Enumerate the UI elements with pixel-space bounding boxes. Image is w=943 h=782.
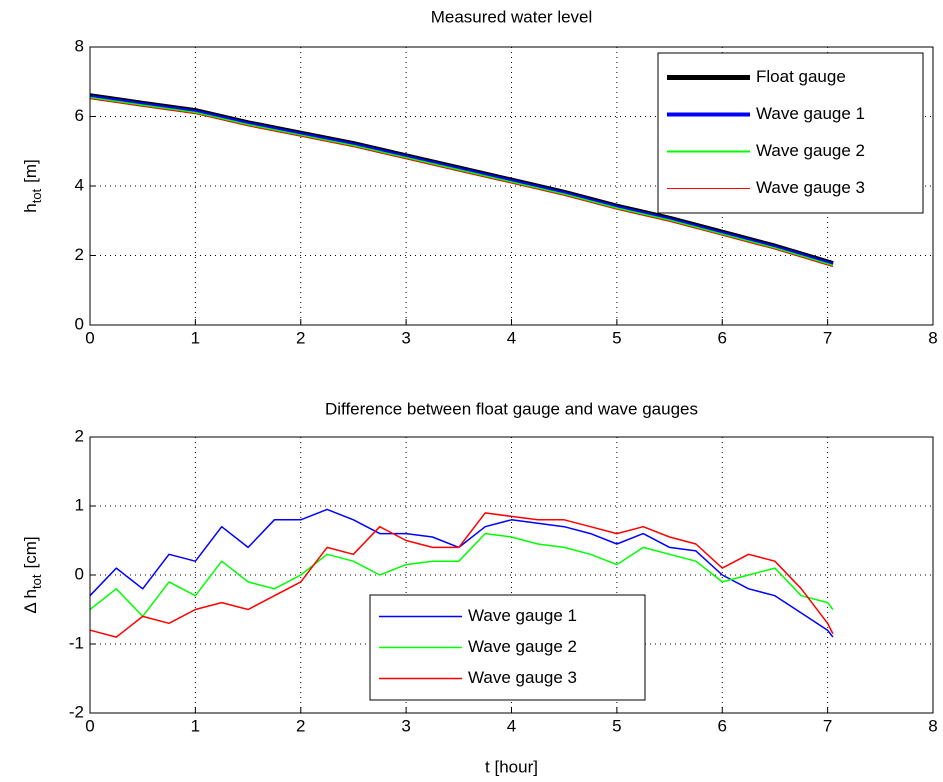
chart-title: Measured water level bbox=[431, 7, 593, 26]
x-tick-label: 0 bbox=[85, 328, 94, 347]
x-tick-label: 8 bbox=[928, 716, 937, 735]
data-line bbox=[89, 512, 834, 638]
x-axis-label: t [hour] bbox=[485, 757, 538, 776]
y-tick-label: 0 bbox=[75, 564, 84, 583]
data-line bbox=[89, 98, 834, 268]
y-tick-label: -2 bbox=[69, 702, 84, 721]
x-tick-label: 1 bbox=[191, 328, 200, 347]
legend-label: Wave gauge 3 bbox=[756, 178, 865, 197]
data-line bbox=[89, 96, 834, 267]
legend-label: Wave gauge 1 bbox=[468, 606, 577, 625]
legend-label: Wave gauge 2 bbox=[756, 141, 865, 160]
x-tick-label: 5 bbox=[612, 328, 621, 347]
y-label-base: Δ h bbox=[21, 589, 40, 614]
x-tick-label: 0 bbox=[85, 716, 94, 735]
y-tick-label: 6 bbox=[75, 106, 84, 125]
legend-label: Wave gauge 3 bbox=[468, 668, 577, 687]
y-label-unit: [m] bbox=[21, 159, 40, 183]
x-tick-label: 2 bbox=[296, 328, 305, 347]
legend-label: Float gauge bbox=[756, 67, 846, 86]
x-tick-label: 4 bbox=[507, 716, 516, 735]
y-label-unit: [cm] bbox=[21, 536, 40, 568]
y-tick-label: 1 bbox=[75, 495, 84, 514]
x-tick-label: 6 bbox=[718, 716, 727, 735]
axes-frame bbox=[89, 46, 934, 326]
axes-frame bbox=[89, 436, 934, 714]
y-label-sub: tot bbox=[29, 574, 44, 589]
x-tick-label: 2 bbox=[296, 716, 305, 735]
y-label-base: h bbox=[21, 203, 40, 212]
y-tick-label: -1 bbox=[69, 633, 84, 652]
y-tick-label: 0 bbox=[75, 314, 84, 333]
x-tick-label: 1 bbox=[191, 716, 200, 735]
x-tick-label: 7 bbox=[823, 328, 832, 347]
y-tick-label: 2 bbox=[75, 245, 84, 264]
x-tick-label: 7 bbox=[823, 716, 832, 735]
y-tick-label: 2 bbox=[75, 426, 84, 445]
data-line bbox=[89, 508, 834, 638]
y-tick-label: 4 bbox=[75, 175, 84, 194]
x-tick-label: 4 bbox=[507, 328, 516, 347]
x-tick-label: 5 bbox=[612, 716, 621, 735]
data-line bbox=[89, 532, 834, 618]
x-tick-label: 6 bbox=[718, 328, 727, 347]
y-tick-label: 8 bbox=[75, 36, 84, 55]
legend-label: Wave gauge 1 bbox=[756, 104, 865, 123]
y-label-sub: tot bbox=[29, 188, 44, 203]
chart-title: Difference between float gauge and wave … bbox=[325, 399, 698, 418]
y-axis-label: Δ htot [cm] bbox=[21, 536, 44, 613]
x-tick-label: 3 bbox=[401, 328, 410, 347]
legend-label: Wave gauge 2 bbox=[468, 637, 577, 656]
x-tick-label: 3 bbox=[401, 716, 410, 735]
y-axis-label: htot [m] bbox=[21, 159, 44, 213]
x-tick-label: 8 bbox=[928, 328, 937, 347]
